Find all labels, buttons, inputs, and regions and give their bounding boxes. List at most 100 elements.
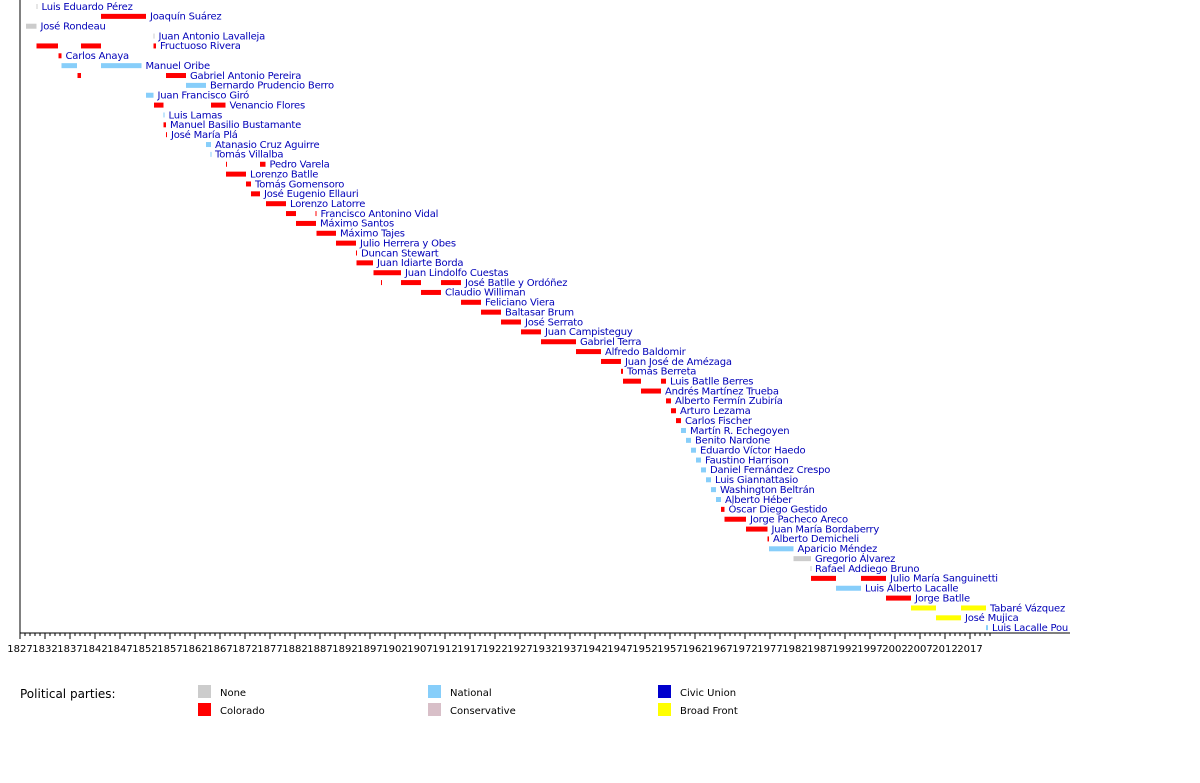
term-bar — [36, 43, 58, 49]
president-label: Benito Nardone — [695, 436, 770, 447]
term-bar — [81, 43, 101, 49]
president-label: Atanasio Cruz Aguirre — [215, 140, 319, 151]
president-label: Pedro Varela — [270, 160, 330, 171]
term-bar — [686, 437, 691, 443]
term-bar — [481, 309, 501, 315]
president-label: Tomás Berreta — [626, 366, 696, 378]
president-label: Alfredo Baldomir — [605, 347, 687, 358]
president-label: Jorge Pacheco Areco — [749, 515, 848, 526]
term-bar — [696, 457, 701, 463]
term-bar — [26, 23, 37, 29]
term-bar — [623, 378, 641, 384]
term-bar — [810, 566, 812, 572]
president-label: Manuel Oribe — [146, 61, 210, 72]
x-tick-label: 1992 — [832, 644, 857, 655]
term-bar — [621, 368, 623, 374]
legend-swatch-conservative — [428, 703, 441, 716]
president-label: Luis Giannattasio — [715, 475, 798, 486]
x-tick-label: 1892 — [332, 644, 357, 655]
term-bar — [226, 161, 227, 167]
president-label: Faustino Harrison — [705, 455, 789, 466]
president-label: Jorge Batlle — [914, 593, 970, 604]
term-bar — [811, 575, 836, 581]
x-tick-label: 1917 — [457, 644, 482, 655]
president-label: Claudio Williman — [445, 288, 525, 299]
president-label: Rafael Addiego Bruno — [815, 564, 919, 575]
president-label: Juan José de Amézaga — [624, 356, 732, 368]
x-tick-label: 1997 — [857, 644, 882, 655]
president-label: Arturo Lezama — [680, 406, 751, 417]
legend-label-colorado: Colorado — [220, 706, 265, 717]
president-label: Máximo Tajes — [340, 228, 405, 240]
term-bar — [661, 378, 666, 384]
president-label: Julio Herrera y Obes — [359, 238, 456, 249]
president-label: Lorenzo Latorre — [290, 199, 365, 210]
term-bar — [793, 556, 811, 562]
term-bar — [886, 595, 911, 601]
term-bar — [724, 516, 746, 522]
president-label: Tomás Villalba — [214, 149, 283, 161]
x-tick-label: 1872 — [232, 644, 257, 655]
legend-label-conservative: Conservative — [450, 706, 516, 717]
legend-label-none: None — [220, 688, 246, 699]
president-label: Juan Francisco Giró — [157, 90, 250, 102]
term-bar — [381, 280, 382, 286]
term-bar — [163, 112, 165, 118]
term-bar — [767, 536, 769, 542]
term-bar — [166, 132, 167, 138]
x-tick-label: 1842 — [82, 644, 107, 655]
term-bar — [441, 280, 461, 286]
x-tick-label: 1937 — [557, 644, 582, 655]
legend-swatch-none — [198, 685, 211, 698]
president-label: Carlos Anaya — [66, 51, 130, 62]
term-bar — [769, 546, 794, 552]
term-bar — [101, 63, 142, 69]
president-label: Feliciano Viera — [485, 298, 555, 309]
term-bar — [186, 82, 206, 88]
x-tick-label: 1862 — [182, 644, 207, 655]
president-label: Julio María Sanguinetti — [889, 573, 998, 585]
x-tick-label: 1877 — [257, 644, 282, 655]
x-tick-label: 2002 — [882, 644, 907, 655]
term-bar — [746, 526, 768, 532]
term-bar — [401, 280, 421, 286]
president-label: Carlos Fischer — [685, 416, 753, 427]
x-tick-label: 2012 — [932, 644, 957, 655]
term-bar — [691, 447, 696, 453]
president-label: Manuel Basilio Bustamante — [170, 120, 301, 131]
term-bar — [711, 487, 716, 493]
president-label: Martín R. Echegoyen — [690, 425, 789, 437]
president-label: José Eugenio Ellauri — [263, 188, 358, 200]
legend: Political parties: None Colorado National C… — [20, 685, 738, 717]
term-bar — [226, 171, 246, 177]
president-label: Óscar Diego Gestido — [729, 503, 828, 516]
term-bar — [356, 250, 357, 256]
term-bar — [206, 142, 211, 148]
x-tick-label: 1967 — [707, 644, 732, 655]
president-label: Alberto Demicheli — [773, 534, 859, 545]
term-bar — [61, 63, 77, 69]
president-label: Alberto Héber — [725, 494, 793, 506]
president-label: José Rondeau — [40, 21, 106, 33]
term-bar — [211, 102, 226, 108]
term-bar — [721, 506, 725, 512]
term-bar — [681, 427, 686, 433]
x-tick-label: 1852 — [132, 644, 157, 655]
x-tick-label: 2007 — [907, 644, 932, 655]
term-bar — [421, 289, 441, 295]
president-label: Luis Eduardo Pérez — [42, 1, 133, 13]
term-bar — [153, 43, 156, 49]
term-bars — [26, 4, 988, 631]
president-label: Gabriel Antonio Pereira — [190, 71, 301, 82]
president-label: Andrés Martínez Trueba — [665, 385, 779, 397]
president-label: Luis Lacalle Pou — [992, 623, 1068, 634]
x-tick-label: 1952 — [632, 644, 657, 655]
x-tick-label: 1977 — [757, 644, 782, 655]
term-bar — [373, 270, 401, 276]
term-bar — [36, 4, 38, 9]
president-label: Luis Lamas — [169, 110, 223, 121]
x-tick-label: 1922 — [482, 644, 507, 655]
legend-title: Political parties: — [20, 687, 116, 701]
president-label: Juan Lindolfo Cuestas — [404, 268, 508, 279]
